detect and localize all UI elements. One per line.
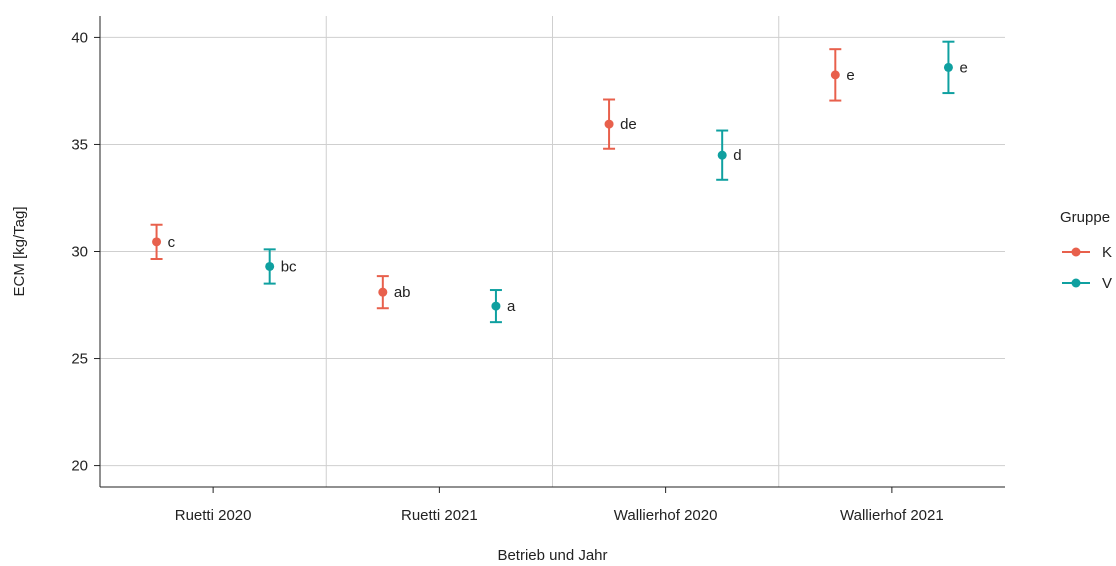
y-tick-label: 20 xyxy=(71,458,88,475)
significance-label: d xyxy=(733,147,741,164)
y-axis-ticks: 20 25 30 35 40 xyxy=(71,29,100,475)
significance-label: e xyxy=(846,67,854,84)
y-axis-title: ECM [kg/Tag] xyxy=(11,206,28,296)
legend-item-K: K xyxy=(1062,244,1112,261)
legend: Gruppe KV xyxy=(1060,209,1112,292)
mean-point xyxy=(265,261,275,271)
x-axis-title: Betrieb und Jahr xyxy=(497,547,607,564)
mean-point xyxy=(491,301,501,311)
mean-point xyxy=(943,62,953,72)
data-point-K: e xyxy=(829,48,855,102)
significance-label: a xyxy=(507,298,516,315)
significance-label: c xyxy=(168,234,176,251)
legend-marker xyxy=(1071,247,1081,257)
y-tick-label: 25 xyxy=(71,351,88,368)
legend-title: Gruppe xyxy=(1060,209,1110,226)
y-tick-label: 35 xyxy=(71,136,88,153)
y-tick-label: 30 xyxy=(71,244,88,261)
mean-point xyxy=(152,237,162,247)
mean-point xyxy=(830,70,840,80)
mean-point xyxy=(717,150,727,160)
x-tick-label: Ruetti 2021 xyxy=(401,507,478,524)
data-point-V: e xyxy=(942,40,968,95)
significance-label: e xyxy=(959,59,967,76)
data-point-K: de xyxy=(603,98,637,150)
significance-label: bc xyxy=(281,258,297,275)
data-point-V: bc xyxy=(263,248,297,285)
data-point-V: a xyxy=(489,289,516,324)
x-axis-ticks: Ruetti 2020 Ruetti 2021 Wallierhof 2020 Wal… xyxy=(175,487,944,524)
mean-point xyxy=(378,287,388,297)
x-tick-label: Wallierhof 2021 xyxy=(840,507,944,524)
legend-item-V: V xyxy=(1062,275,1112,292)
x-tick-label: Wallierhof 2020 xyxy=(614,507,718,524)
legend-label: K xyxy=(1102,244,1112,261)
mean-point xyxy=(604,119,614,129)
significance-label: de xyxy=(620,116,637,133)
data-point-V: d xyxy=(716,129,742,181)
x-tick-label: Ruetti 2020 xyxy=(175,507,252,524)
legend-marker xyxy=(1071,278,1081,288)
data-point-K: ab xyxy=(376,275,411,310)
data-point-K: c xyxy=(150,223,176,260)
significance-label: ab xyxy=(394,284,411,301)
legend-label: V xyxy=(1102,275,1112,292)
y-tick-label: 40 xyxy=(71,29,88,46)
grid xyxy=(100,16,1005,487)
